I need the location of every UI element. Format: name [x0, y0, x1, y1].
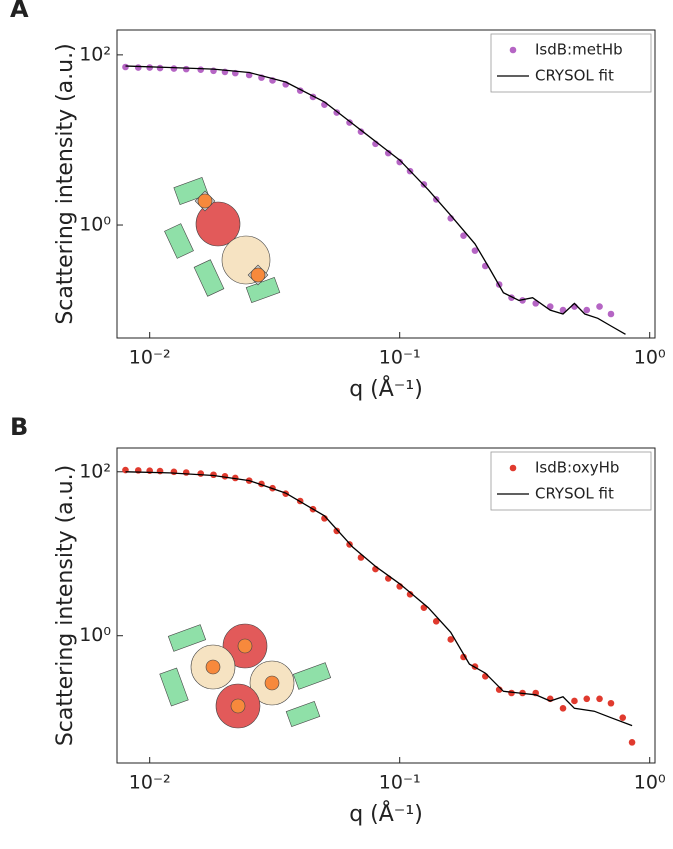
legend-label: CRYSOL fit [535, 67, 614, 85]
fit-line [125, 471, 633, 727]
y-tick-label: 10⁰ [79, 214, 111, 236]
data-point [619, 714, 627, 721]
data-point [156, 64, 164, 72]
legend-label: CRYSOL fit [535, 485, 614, 503]
data-point [384, 149, 392, 157]
inset-cartoon-b [159, 623, 332, 729]
data-point [607, 699, 615, 707]
x-tick-label: 10⁻² [129, 347, 171, 369]
fit-line [125, 65, 626, 335]
data-point [596, 303, 603, 310]
legend-label: IsdB:metHb [535, 41, 623, 59]
legend-label: IsdB:oxyHb [535, 459, 619, 477]
y-tick-label: 10⁰ [79, 624, 111, 646]
data-point [583, 306, 591, 314]
data-point [432, 617, 440, 625]
data-point [460, 232, 467, 239]
x-tick-label: 10⁻² [129, 772, 171, 794]
data-point [122, 63, 129, 71]
data-point [156, 467, 164, 475]
panel-label: A [10, 0, 29, 23]
y-axis-label: Scattering intensity (a.u.) [53, 465, 78, 746]
data-point [447, 636, 455, 643]
plot-frame [116, 29, 656, 339]
data-point [471, 247, 479, 254]
data-point [559, 705, 567, 712]
data-point [134, 64, 142, 71]
data-point [596, 695, 603, 703]
data-point [146, 64, 153, 71]
x-axis-label: q (Å⁻¹) [349, 800, 423, 827]
inset-cartoon-a [164, 177, 281, 304]
data-point [333, 527, 341, 535]
data-point [571, 697, 578, 705]
x-tick-label: 10⁰ [634, 347, 666, 369]
legend-marker [509, 46, 517, 54]
data-point [170, 65, 178, 72]
data-point [406, 591, 414, 598]
plot-frame [116, 447, 656, 764]
x-tick-label: 10⁰ [634, 772, 666, 794]
data-point [346, 119, 353, 126]
x-tick-label: 10⁻¹ [379, 772, 421, 794]
y-tick-label: 10² [79, 43, 111, 65]
y-axis-label: Scattering intensity (a.u.) [53, 43, 78, 324]
y-tick-label: 10² [79, 460, 111, 482]
data-point [357, 554, 365, 561]
data-point [396, 158, 403, 166]
data-point [182, 469, 190, 476]
data-point [460, 653, 467, 661]
data-point [182, 65, 190, 73]
legend-box [490, 451, 652, 511]
panel-label: B [10, 413, 28, 441]
data-point [628, 739, 636, 746]
data-point [583, 695, 591, 703]
legend-box [490, 33, 652, 93]
data-point [197, 66, 205, 73]
data-point [170, 468, 178, 476]
x-axis-label: q (Å⁻¹) [349, 375, 423, 402]
data-point [607, 310, 615, 318]
data-point [357, 128, 365, 135]
x-tick-label: 10⁻¹ [379, 347, 421, 369]
legend-marker [509, 464, 517, 472]
data-point [197, 470, 205, 477]
